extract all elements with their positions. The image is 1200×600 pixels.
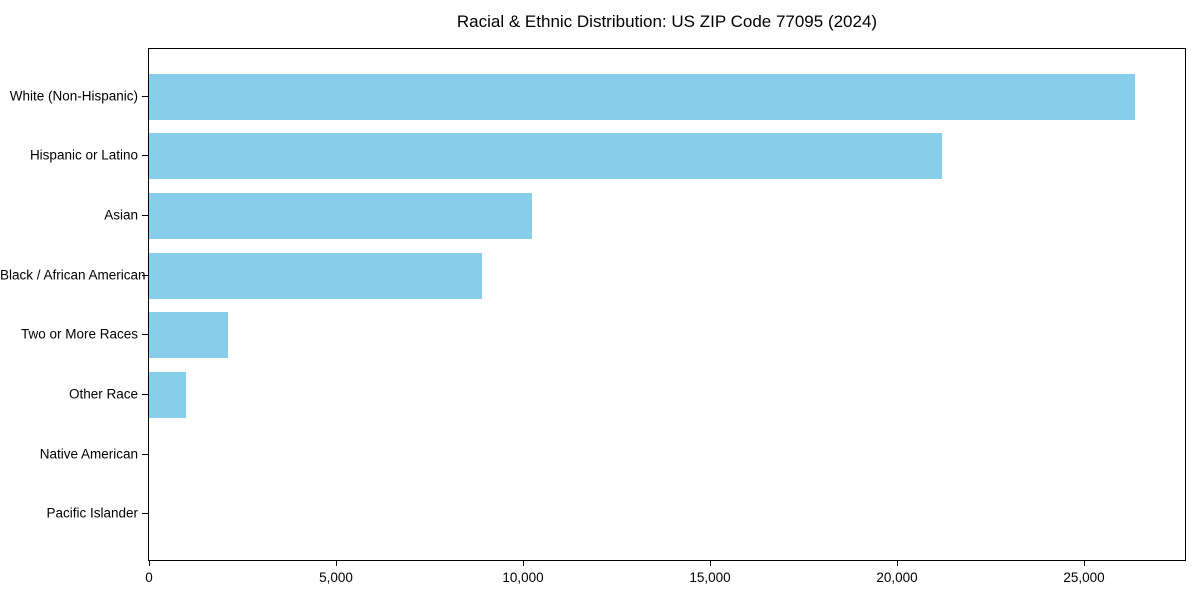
y-axis-label: Hispanic or Latino	[29, 147, 138, 163]
bar	[149, 312, 229, 359]
bar	[149, 133, 942, 180]
plot-area	[148, 48, 1186, 561]
y-axis-label: White (Non-Hispanic)	[9, 88, 138, 104]
y-axis-label: Pacific Islander	[46, 505, 138, 521]
y-axis-label: Black / African American	[0, 267, 146, 283]
bar	[149, 193, 533, 240]
y-tick-mark	[142, 393, 148, 395]
y-axis-label: Asian	[104, 207, 138, 223]
chart-title: Racial & Ethnic Distribution: US ZIP Cod…	[456, 12, 878, 31]
x-axis-tick-label: 10,000	[502, 570, 544, 585]
x-axis-tick-label: 0	[145, 570, 153, 585]
y-tick-mark	[142, 513, 148, 515]
x-tick-mark	[1084, 560, 1086, 566]
x-axis-tick-label: 15,000	[689, 570, 731, 585]
y-axis-label: Two or More Races	[20, 326, 138, 342]
y-tick-mark	[142, 274, 148, 276]
x-tick-mark	[523, 560, 524, 566]
x-tick-mark	[710, 560, 711, 566]
y-tick-mark	[142, 453, 148, 455]
x-axis-tick-label: 5,000	[319, 570, 353, 585]
bar	[149, 73, 1135, 120]
y-axis-label: Native American	[39, 446, 138, 462]
y-tick-mark	[142, 215, 148, 217]
x-tick-mark	[336, 560, 337, 566]
x-tick-mark	[897, 560, 898, 566]
x-axis-tick-label: 25,000	[1063, 570, 1105, 585]
y-tick-mark	[142, 155, 148, 157]
x-axis-tick-label: 20,000	[876, 570, 918, 585]
x-tick-mark	[149, 560, 150, 566]
y-axis-label: Other Race	[68, 386, 138, 402]
bar	[149, 371, 187, 418]
bar	[149, 252, 482, 299]
y-tick-mark	[142, 334, 148, 336]
y-tick-mark	[142, 95, 148, 97]
